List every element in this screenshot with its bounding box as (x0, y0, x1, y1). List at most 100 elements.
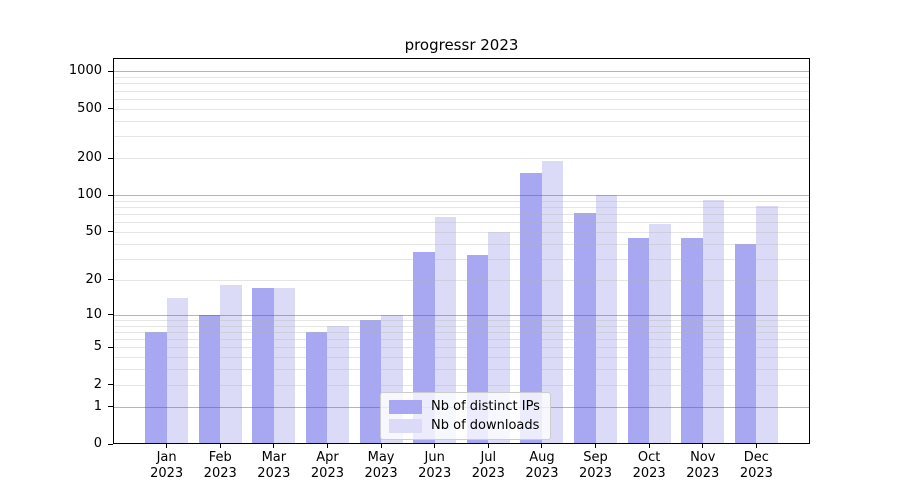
bar-downloads-oct-2023 (649, 224, 671, 444)
gridline-minor-60 (113, 222, 810, 224)
bar-distinct-ips-aug-2023 (520, 173, 542, 444)
legend-swatch-distinct-ips (389, 399, 422, 414)
y-tick-label-20: 20 (85, 271, 102, 287)
gridline-minor-2 (113, 384, 810, 386)
gridline-minor-300 (113, 136, 810, 138)
y-tick-mark-0 (108, 443, 113, 445)
x-tick-label-oct-2023: Oct 2023 (632, 450, 666, 481)
bar-downloads-aug-2023 (541, 160, 564, 444)
y-tick-label-500: 500 (77, 100, 102, 116)
x-tick-label-may-2023: May 2023 (364, 450, 398, 481)
bar-downloads-apr-2023 (327, 325, 349, 444)
y-tick-label-1000: 1000 (68, 63, 102, 79)
y-tick-mark-1000 (108, 70, 113, 72)
x-tick-label-jun-2023: Jun 2023 (418, 450, 452, 481)
x-tick-label-dec-2023: Dec 2023 (739, 450, 773, 481)
bar-distinct-ips-jan-2023 (145, 331, 167, 444)
x-tick-mark-jul-2023 (487, 444, 489, 448)
bar-downloads-jan-2023 (166, 297, 189, 444)
y-tick-mark-500 (108, 108, 113, 110)
y-tick-label-2: 2 (93, 376, 102, 392)
gridline-minor-600 (113, 98, 810, 100)
x-tick-label-mar-2023: Mar 2023 (257, 450, 291, 481)
gridline-minor-9 (113, 319, 810, 321)
bar-downloads-sep-2023 (595, 194, 617, 444)
gridline-minor-500 (113, 108, 810, 110)
gridline-minor-90 (113, 200, 810, 202)
x-tick-mark-jan-2023 (166, 444, 168, 448)
bar-distinct-ips-dec-2023 (734, 243, 757, 444)
bar-downloads-dec-2023 (756, 206, 778, 444)
gridline-minor-4 (113, 357, 810, 359)
y-tick-mark-2 (108, 384, 113, 386)
x-tick-mark-jun-2023 (434, 444, 436, 448)
x-tick-label-nov-2023: Nov 2023 (686, 450, 720, 481)
bar-distinct-ips-feb-2023 (198, 314, 221, 444)
y-tick-mark-100 (108, 194, 113, 196)
bar-distinct-ips-apr-2023 (306, 331, 328, 444)
bar-downloads-mar-2023 (273, 288, 296, 444)
gridline-minor-800 (113, 83, 810, 85)
bar-downloads-nov-2023 (702, 199, 725, 444)
x-tick-label-jan-2023: Jan 2023 (150, 450, 184, 481)
y-tick-label-5: 5 (93, 339, 102, 355)
x-tick-label-jul-2023: Jul 2023 (471, 450, 505, 481)
gridline-minor-3 (113, 369, 810, 371)
x-tick-mark-dec-2023 (755, 444, 757, 448)
x-tick-mark-oct-2023 (648, 444, 650, 448)
gridline-minor-70 (113, 214, 810, 216)
plot-area (113, 58, 810, 444)
gridline-minor-20 (113, 279, 810, 281)
bar-downloads-jul-2023 (488, 231, 510, 444)
y-tick-mark-10 (108, 314, 113, 316)
y-tick-mark-1 (108, 406, 113, 408)
gridline-major-10 (113, 314, 810, 316)
x-tick-label-feb-2023: Feb 2023 (203, 450, 237, 481)
x-tick-label-apr-2023: Apr 2023 (310, 450, 344, 481)
y-tick-label-100: 100 (77, 187, 102, 203)
y-tick-mark-5 (108, 346, 113, 348)
x-tick-mark-nov-2023 (702, 444, 704, 448)
bar-distinct-ips-nov-2023 (681, 237, 703, 444)
x-tick-mark-sep-2023 (595, 444, 597, 448)
gridline-minor-50 (113, 231, 810, 233)
gridline-minor-700 (113, 90, 810, 92)
x-tick-label-aug-2023: Aug 2023 (525, 450, 559, 481)
x-tick-mark-feb-2023 (219, 444, 221, 448)
bar-distinct-ips-sep-2023 (574, 212, 596, 444)
x-tick-mark-aug-2023 (541, 444, 543, 448)
x-tick-mark-apr-2023 (326, 444, 328, 448)
y-tick-label-200: 200 (77, 150, 102, 166)
legend-swatch-downloads (389, 418, 422, 433)
y-tick-mark-200 (108, 157, 113, 159)
gridline-minor-40 (113, 243, 810, 245)
x-tick-mark-may-2023 (380, 444, 382, 448)
legend-item-downloads: Nb of downloads (389, 418, 540, 433)
y-tick-mark-50 (108, 231, 113, 233)
legend: Nb of distinct IPs Nb of downloads (380, 392, 551, 440)
bar-distinct-ips-oct-2023 (627, 237, 650, 444)
bars-layer (113, 58, 810, 444)
x-tick-label-sep-2023: Sep 2023 (578, 450, 613, 481)
y-tick-label-10: 10 (85, 306, 102, 322)
bar-downloads-jun-2023 (434, 217, 457, 444)
y-tick-label-1: 1 (93, 398, 102, 414)
gridline-minor-8 (113, 325, 810, 327)
x-tick-mark-mar-2023 (273, 444, 275, 448)
legend-item-distinct-ips: Nb of distinct IPs (389, 399, 540, 414)
gridline-minor-900 (113, 77, 810, 79)
chart-title: progressr 2023 (404, 36, 519, 54)
y-tick-label-50: 50 (85, 223, 102, 239)
gridline-minor-7 (113, 331, 810, 333)
gridline-major-100 (113, 195, 810, 197)
gridline-minor-30 (113, 258, 810, 260)
y-tick-label-0: 0 (93, 436, 102, 451)
bar-distinct-ips-mar-2023 (252, 288, 274, 444)
gridline-minor-5 (113, 347, 810, 349)
gridline-major-1000 (113, 71, 810, 73)
gridline-minor-80 (113, 207, 810, 209)
bar-distinct-ips-may-2023 (359, 319, 382, 444)
legend-label-distinct-ips: Nb of distinct IPs (431, 399, 540, 414)
legend-label-downloads: Nb of downloads (431, 418, 540, 433)
